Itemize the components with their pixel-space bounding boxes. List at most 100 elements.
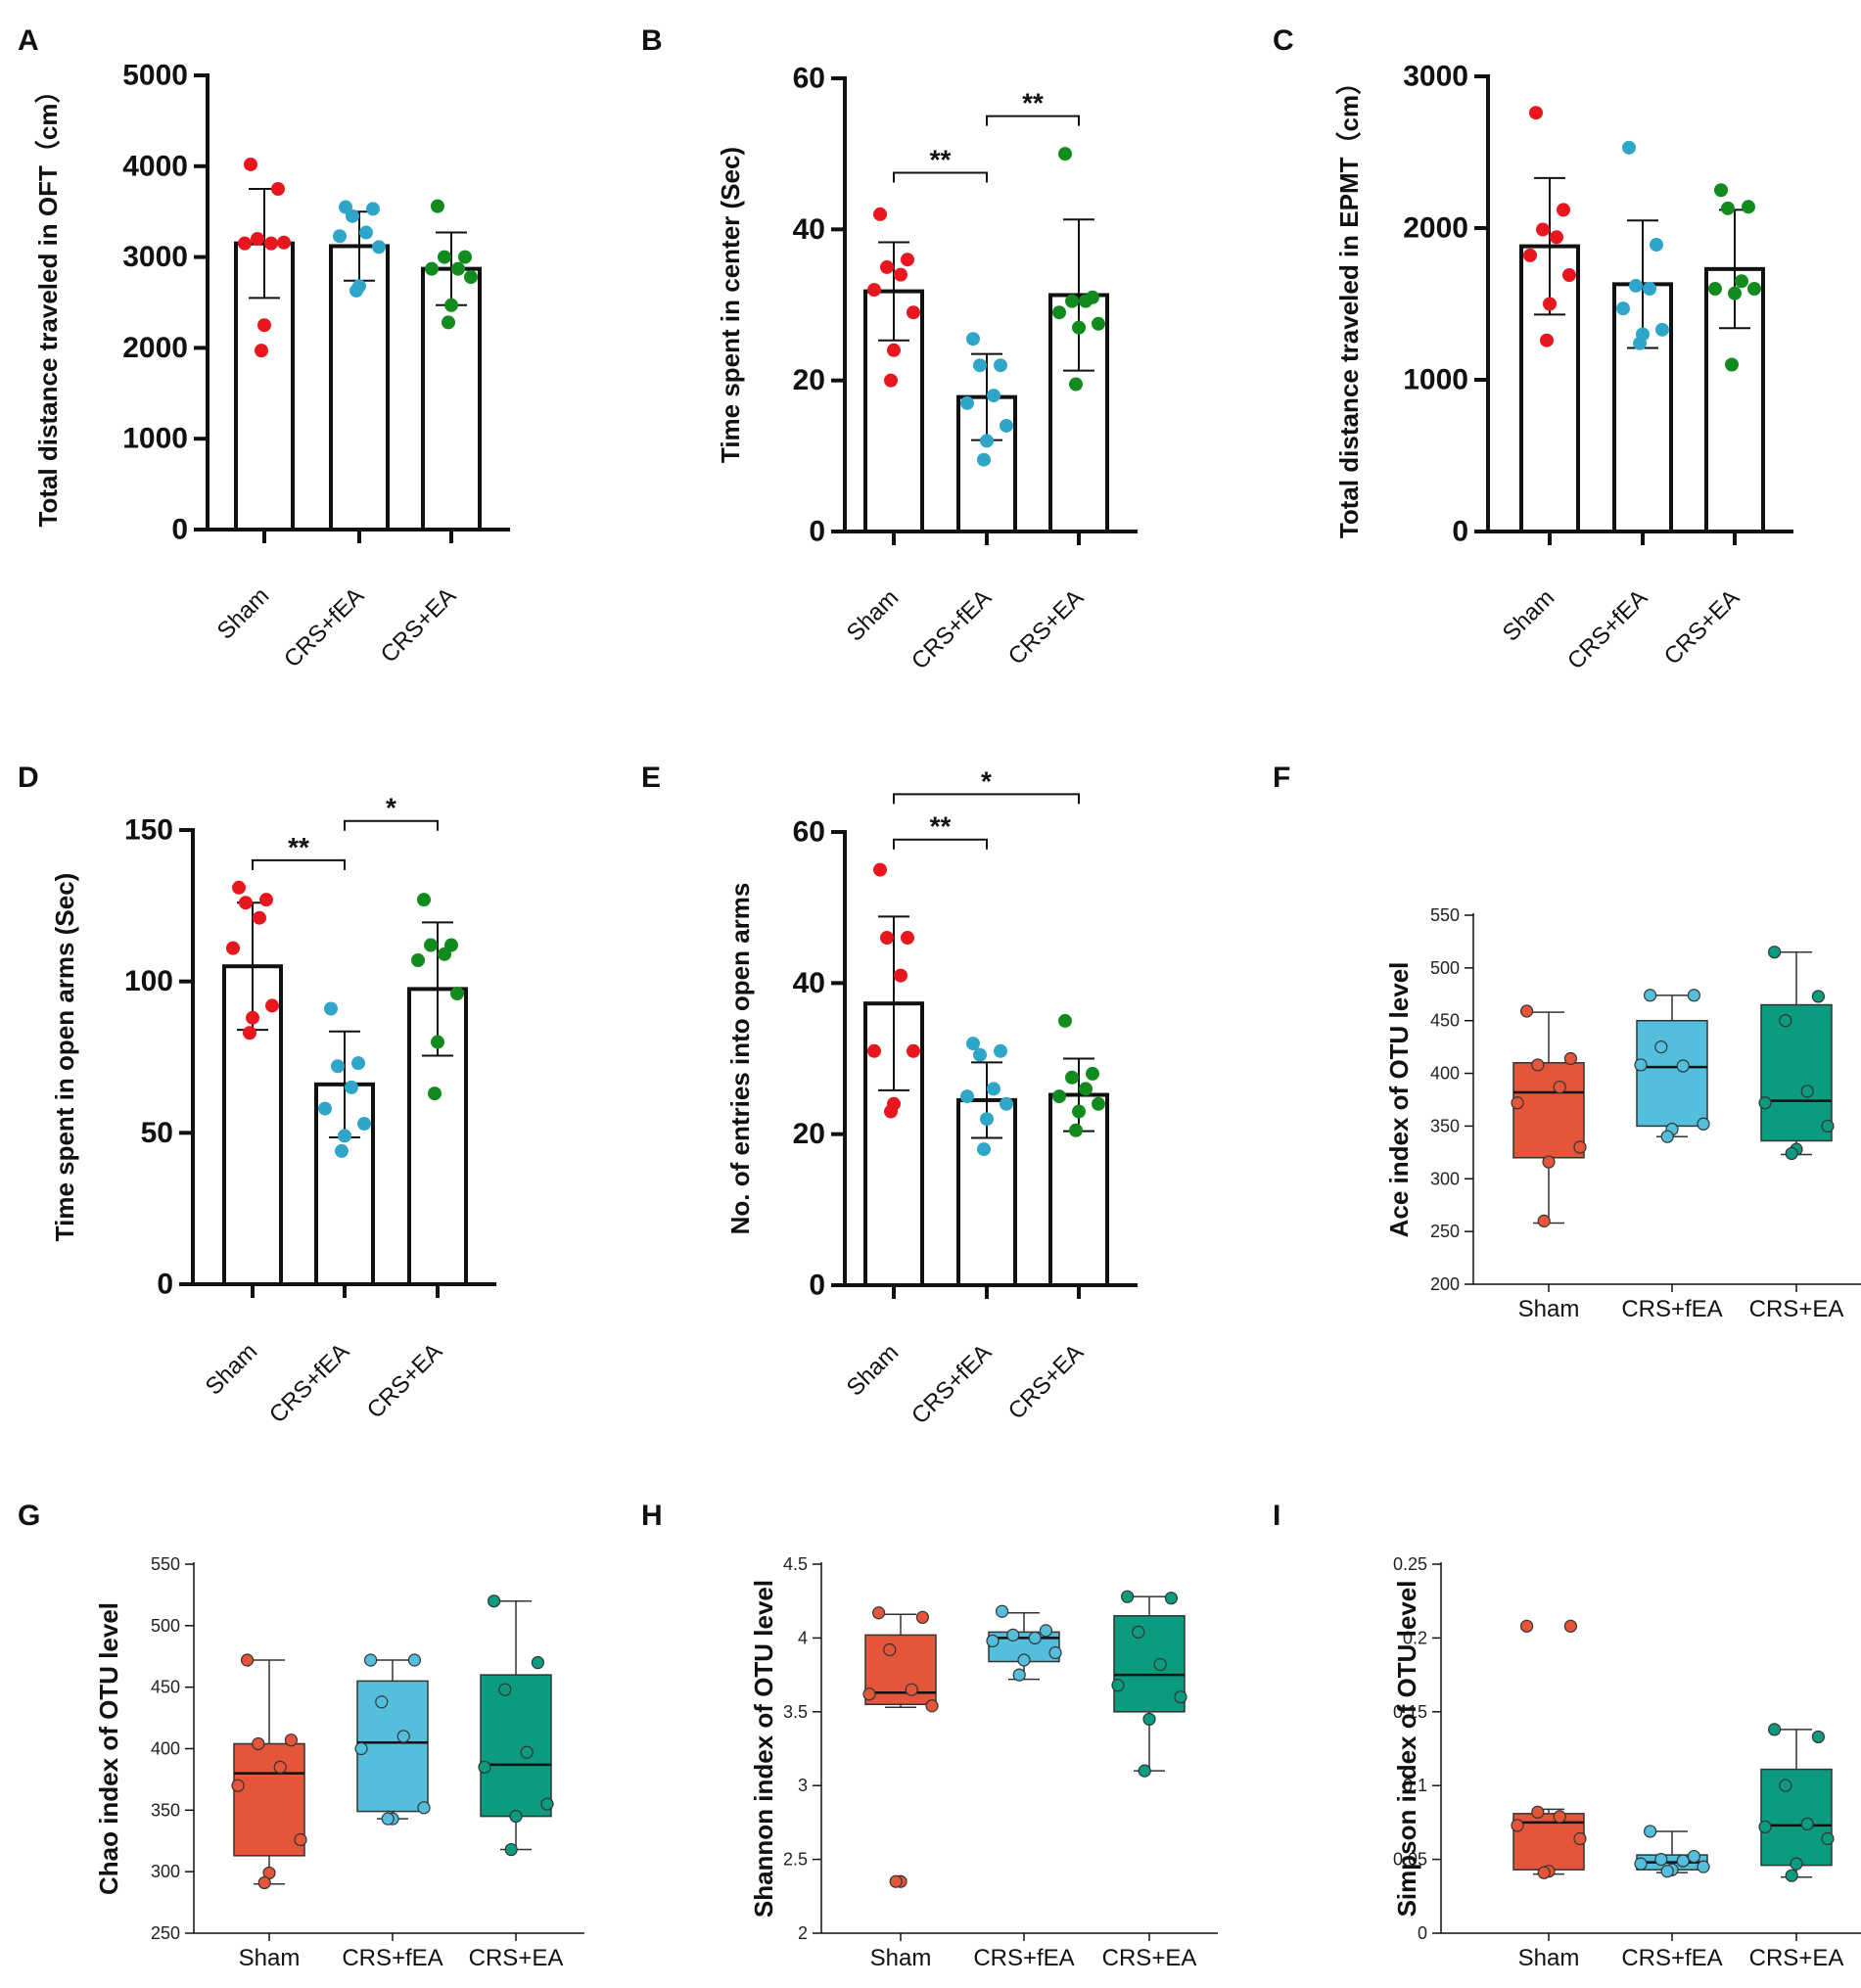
data-point xyxy=(243,1026,256,1040)
data-point xyxy=(1721,201,1735,215)
data-point xyxy=(1164,1592,1179,1605)
data-point xyxy=(239,896,253,910)
y-tick-label: 3.5 xyxy=(783,1702,808,1722)
data-point xyxy=(238,236,252,251)
significance-bracket xyxy=(893,793,1080,805)
data-point xyxy=(960,1089,974,1104)
y-tick-label: 0.2 xyxy=(1403,1628,1427,1647)
data-point xyxy=(907,305,920,320)
y-tick-label: 60 xyxy=(793,63,825,95)
data-point xyxy=(1028,1631,1042,1645)
data-point xyxy=(1519,1619,1534,1633)
data-point xyxy=(1742,200,1755,214)
y-tick-label: 0.15 xyxy=(1393,1702,1427,1722)
y-tick-label: 2 xyxy=(798,1923,808,1943)
box-0 xyxy=(233,1742,305,1857)
bar-2 xyxy=(421,266,482,532)
panel-c: C 0 1000 2000 3000 Sham CRS+fEA CRS+EA Total dis… xyxy=(1273,24,1793,674)
data-point xyxy=(1153,1657,1167,1672)
panel-e: E 0 20 40 60 Sham CRS+fEA CRS+EA No. of entries … xyxy=(641,762,1138,1429)
y-tick-label: 0.05 xyxy=(1393,1850,1427,1870)
data-point xyxy=(366,202,380,216)
data-point xyxy=(1643,1825,1657,1838)
y-tick-label: 250 xyxy=(1430,1222,1460,1241)
data-point xyxy=(540,1797,554,1811)
y-tick-label: 3000 xyxy=(1403,61,1468,93)
panel-label: F xyxy=(1273,762,1290,794)
data-point xyxy=(1017,1653,1031,1667)
y-tick-label: 0 xyxy=(157,1269,173,1301)
data-point xyxy=(231,1779,245,1792)
y-tick-label: 4.5 xyxy=(783,1554,808,1574)
data-point xyxy=(1758,1096,1772,1110)
data-point xyxy=(1634,1058,1648,1072)
y-tick-label: 3 xyxy=(798,1776,808,1795)
y-tick-label: 1000 xyxy=(122,423,188,455)
data-point xyxy=(255,344,268,358)
data-point xyxy=(1048,1645,1062,1660)
x-tick-label: CRS+EA xyxy=(362,1338,447,1423)
x-tick-label: Sham xyxy=(1518,1296,1580,1322)
significance-bracket xyxy=(893,171,988,183)
data-point xyxy=(994,358,1007,373)
x-tick-label: CRS+fEA xyxy=(973,1945,1074,1971)
data-point xyxy=(357,1117,371,1132)
data-point xyxy=(1553,1810,1566,1824)
data-point xyxy=(1650,238,1663,253)
data-point xyxy=(520,1745,534,1759)
y-tick-label: 500 xyxy=(151,1616,180,1636)
panel-label: B xyxy=(641,24,663,57)
data-point xyxy=(1562,268,1576,283)
data-point xyxy=(1065,294,1079,308)
data-point xyxy=(1616,301,1630,316)
data-point xyxy=(977,452,991,467)
data-point xyxy=(987,1082,1000,1096)
data-point xyxy=(1092,316,1105,331)
data-point xyxy=(349,283,363,298)
data-point xyxy=(246,1010,259,1025)
data-point xyxy=(244,157,257,171)
data-point xyxy=(1573,1140,1587,1154)
data-point xyxy=(531,1655,545,1670)
data-point xyxy=(1006,1628,1020,1641)
panel-g: G 250 300 350 400 450 500 550 Sham CRS+fEA CRS+EA C… xyxy=(18,1500,584,1971)
data-point xyxy=(1058,147,1072,162)
data-point xyxy=(294,1832,307,1847)
y-tick-label: 350 xyxy=(151,1800,180,1820)
data-point xyxy=(417,1801,431,1815)
data-point xyxy=(905,1683,918,1696)
data-point xyxy=(894,968,907,983)
data-point xyxy=(331,1059,345,1074)
data-point xyxy=(1800,1817,1814,1831)
x-tick-label: CRS+EA xyxy=(376,582,461,668)
data-point xyxy=(411,953,425,968)
data-point xyxy=(1790,1857,1803,1871)
x-tick-label: CRS+fEA xyxy=(264,1338,354,1428)
data-point xyxy=(1537,1866,1551,1879)
x-tick-label: Sham xyxy=(239,1945,301,1971)
data-point xyxy=(1622,140,1636,155)
data-point xyxy=(1065,1070,1079,1085)
data-point xyxy=(346,208,359,223)
box-0 xyxy=(1512,1062,1585,1159)
y-tick-label: 1000 xyxy=(1403,364,1468,396)
data-point xyxy=(277,235,291,250)
data-point xyxy=(1072,320,1086,335)
data-point xyxy=(1563,1051,1578,1066)
data-point xyxy=(1138,1764,1151,1778)
data-point xyxy=(438,947,451,961)
y-tick-label: 2000 xyxy=(122,332,188,364)
y-tick-label: 0 xyxy=(809,1270,825,1302)
data-point xyxy=(1655,322,1669,337)
data-point xyxy=(257,318,271,333)
data-point xyxy=(867,1043,881,1058)
y-tick-label: 0 xyxy=(809,516,825,548)
y-tick-label: 450 xyxy=(1430,1011,1460,1031)
data-point xyxy=(351,1056,365,1071)
y-tick-label: 300 xyxy=(151,1862,180,1881)
data-point xyxy=(264,236,278,251)
data-point xyxy=(901,931,914,946)
data-point xyxy=(265,998,279,1013)
data-point xyxy=(873,862,887,877)
data-point xyxy=(1012,1668,1026,1682)
